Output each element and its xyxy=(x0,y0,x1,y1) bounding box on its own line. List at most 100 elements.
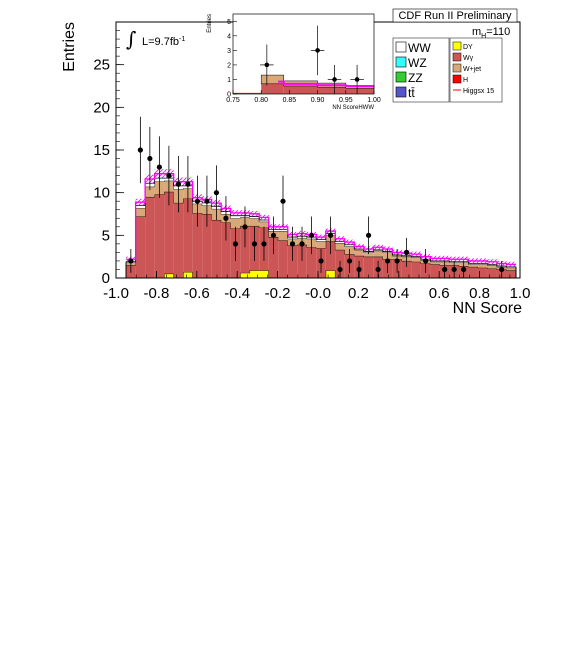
stack-bar xyxy=(249,218,260,226)
inset-y-tick-label: 2 xyxy=(227,62,231,69)
x-tick-label: 0.4 xyxy=(388,285,409,302)
stack-bar xyxy=(221,222,231,278)
x-tick-label: -0.4 xyxy=(224,285,250,302)
stack-bar xyxy=(468,264,478,267)
title-box xyxy=(392,8,518,23)
data-point xyxy=(375,266,381,273)
data-point xyxy=(280,198,286,204)
lumi-label: L=9.7fb-1 xyxy=(142,36,185,48)
stack-bar xyxy=(211,219,222,278)
data-point xyxy=(308,232,315,238)
x-axis-label: NN Score xyxy=(453,300,522,317)
legend-label: WZ xyxy=(408,56,427,70)
stack-bar xyxy=(202,214,212,278)
stack-bar xyxy=(183,272,193,278)
inset-x-axis-label: NN ScoreHWW xyxy=(332,105,374,111)
data-point xyxy=(204,198,210,204)
stack-bar xyxy=(268,237,279,278)
mass-sub: H xyxy=(481,33,486,40)
stack-bar xyxy=(230,218,241,229)
inset-x-tick-label: 0.75 xyxy=(226,97,240,104)
stack-bar xyxy=(344,244,355,247)
data-point xyxy=(356,266,362,273)
data-point xyxy=(337,266,343,273)
data-point xyxy=(299,241,305,247)
stack-bar xyxy=(164,273,174,278)
inset-y-tick-label: 4 xyxy=(227,33,231,40)
y-tick-label: 0 xyxy=(102,270,110,287)
data-point xyxy=(404,249,410,255)
stack-bar xyxy=(287,245,298,278)
inset-y-tick-label: 3 xyxy=(227,48,231,55)
stack-bar xyxy=(401,260,412,278)
stack-bar xyxy=(278,231,288,241)
stack-bar xyxy=(240,225,250,273)
inset-wjet-bar xyxy=(260,74,285,85)
data-point xyxy=(270,232,277,238)
stack-bar xyxy=(335,243,345,250)
x-tick-label: 1.0 xyxy=(510,285,531,302)
stack-bar xyxy=(363,252,374,257)
inset-wg-bar xyxy=(261,83,284,94)
stack-bar xyxy=(192,213,203,278)
lumi-sup: -1 xyxy=(179,36,185,43)
stack-bar xyxy=(259,219,269,222)
stack-bar xyxy=(306,247,317,278)
stack-bar xyxy=(325,270,336,278)
stack-bar xyxy=(135,216,146,278)
x-tick-label: -0.8 xyxy=(143,285,169,302)
mass-label: mH=110 xyxy=(472,26,510,40)
legend-swatch xyxy=(452,41,462,51)
legend-label: W+jet xyxy=(463,66,481,73)
stack-bar xyxy=(468,263,478,265)
stack-bar xyxy=(430,264,440,278)
data-point xyxy=(194,198,201,204)
data-point xyxy=(394,258,400,264)
legend-swatch xyxy=(452,52,462,62)
data-point xyxy=(213,190,220,196)
data-point xyxy=(289,241,296,247)
inset-higgs-line xyxy=(278,80,374,87)
data-point xyxy=(327,232,334,238)
inset-data-point xyxy=(354,77,360,82)
data-point xyxy=(147,155,153,162)
data-point xyxy=(137,147,143,153)
inset-wg-bar xyxy=(283,86,318,94)
stack-bar xyxy=(430,261,440,265)
stack-bar xyxy=(487,265,497,269)
integral-symbol: ∫ xyxy=(126,27,136,51)
stack-bar xyxy=(259,270,269,278)
data-point xyxy=(423,258,429,264)
x-tick-label: -0.6 xyxy=(184,285,210,302)
stack-bar xyxy=(335,241,345,244)
stack-bar xyxy=(249,216,260,219)
data-point xyxy=(251,241,258,247)
stack-bar xyxy=(135,205,146,209)
x-tick-label: 0.2 xyxy=(348,285,369,302)
inset-y-tick-label: 1 xyxy=(227,77,231,84)
data-point xyxy=(384,258,391,264)
stack-bar xyxy=(145,196,155,278)
legend-swatch xyxy=(395,71,407,83)
data-point xyxy=(175,181,181,187)
y-tick-label: 25 xyxy=(93,57,110,74)
stack-bar xyxy=(173,202,184,278)
legend-label: tt̄ xyxy=(408,86,415,100)
data-point xyxy=(128,258,134,264)
inset-frame xyxy=(232,13,375,95)
legend-label: WW xyxy=(408,41,431,55)
y-tick-label: 20 xyxy=(93,99,110,116)
stack-bar xyxy=(230,215,241,219)
stack-bar xyxy=(506,270,516,278)
stack-bar xyxy=(506,267,516,271)
stack-bar xyxy=(278,240,288,278)
stack-bar xyxy=(325,241,336,271)
stack-bar xyxy=(135,208,146,217)
legend-label: H xyxy=(463,77,468,84)
y-axis-label: Entries xyxy=(61,22,78,72)
inset-chart: 0.75 0.80 0.85 0.90 0.95 1.00 0 1 2 3 4 5 NN ScoreHW… xyxy=(207,13,381,111)
inset-wg-bar xyxy=(317,87,346,94)
stack-bar xyxy=(363,256,374,278)
inset-x-tick-label: 0.85 xyxy=(283,97,297,104)
